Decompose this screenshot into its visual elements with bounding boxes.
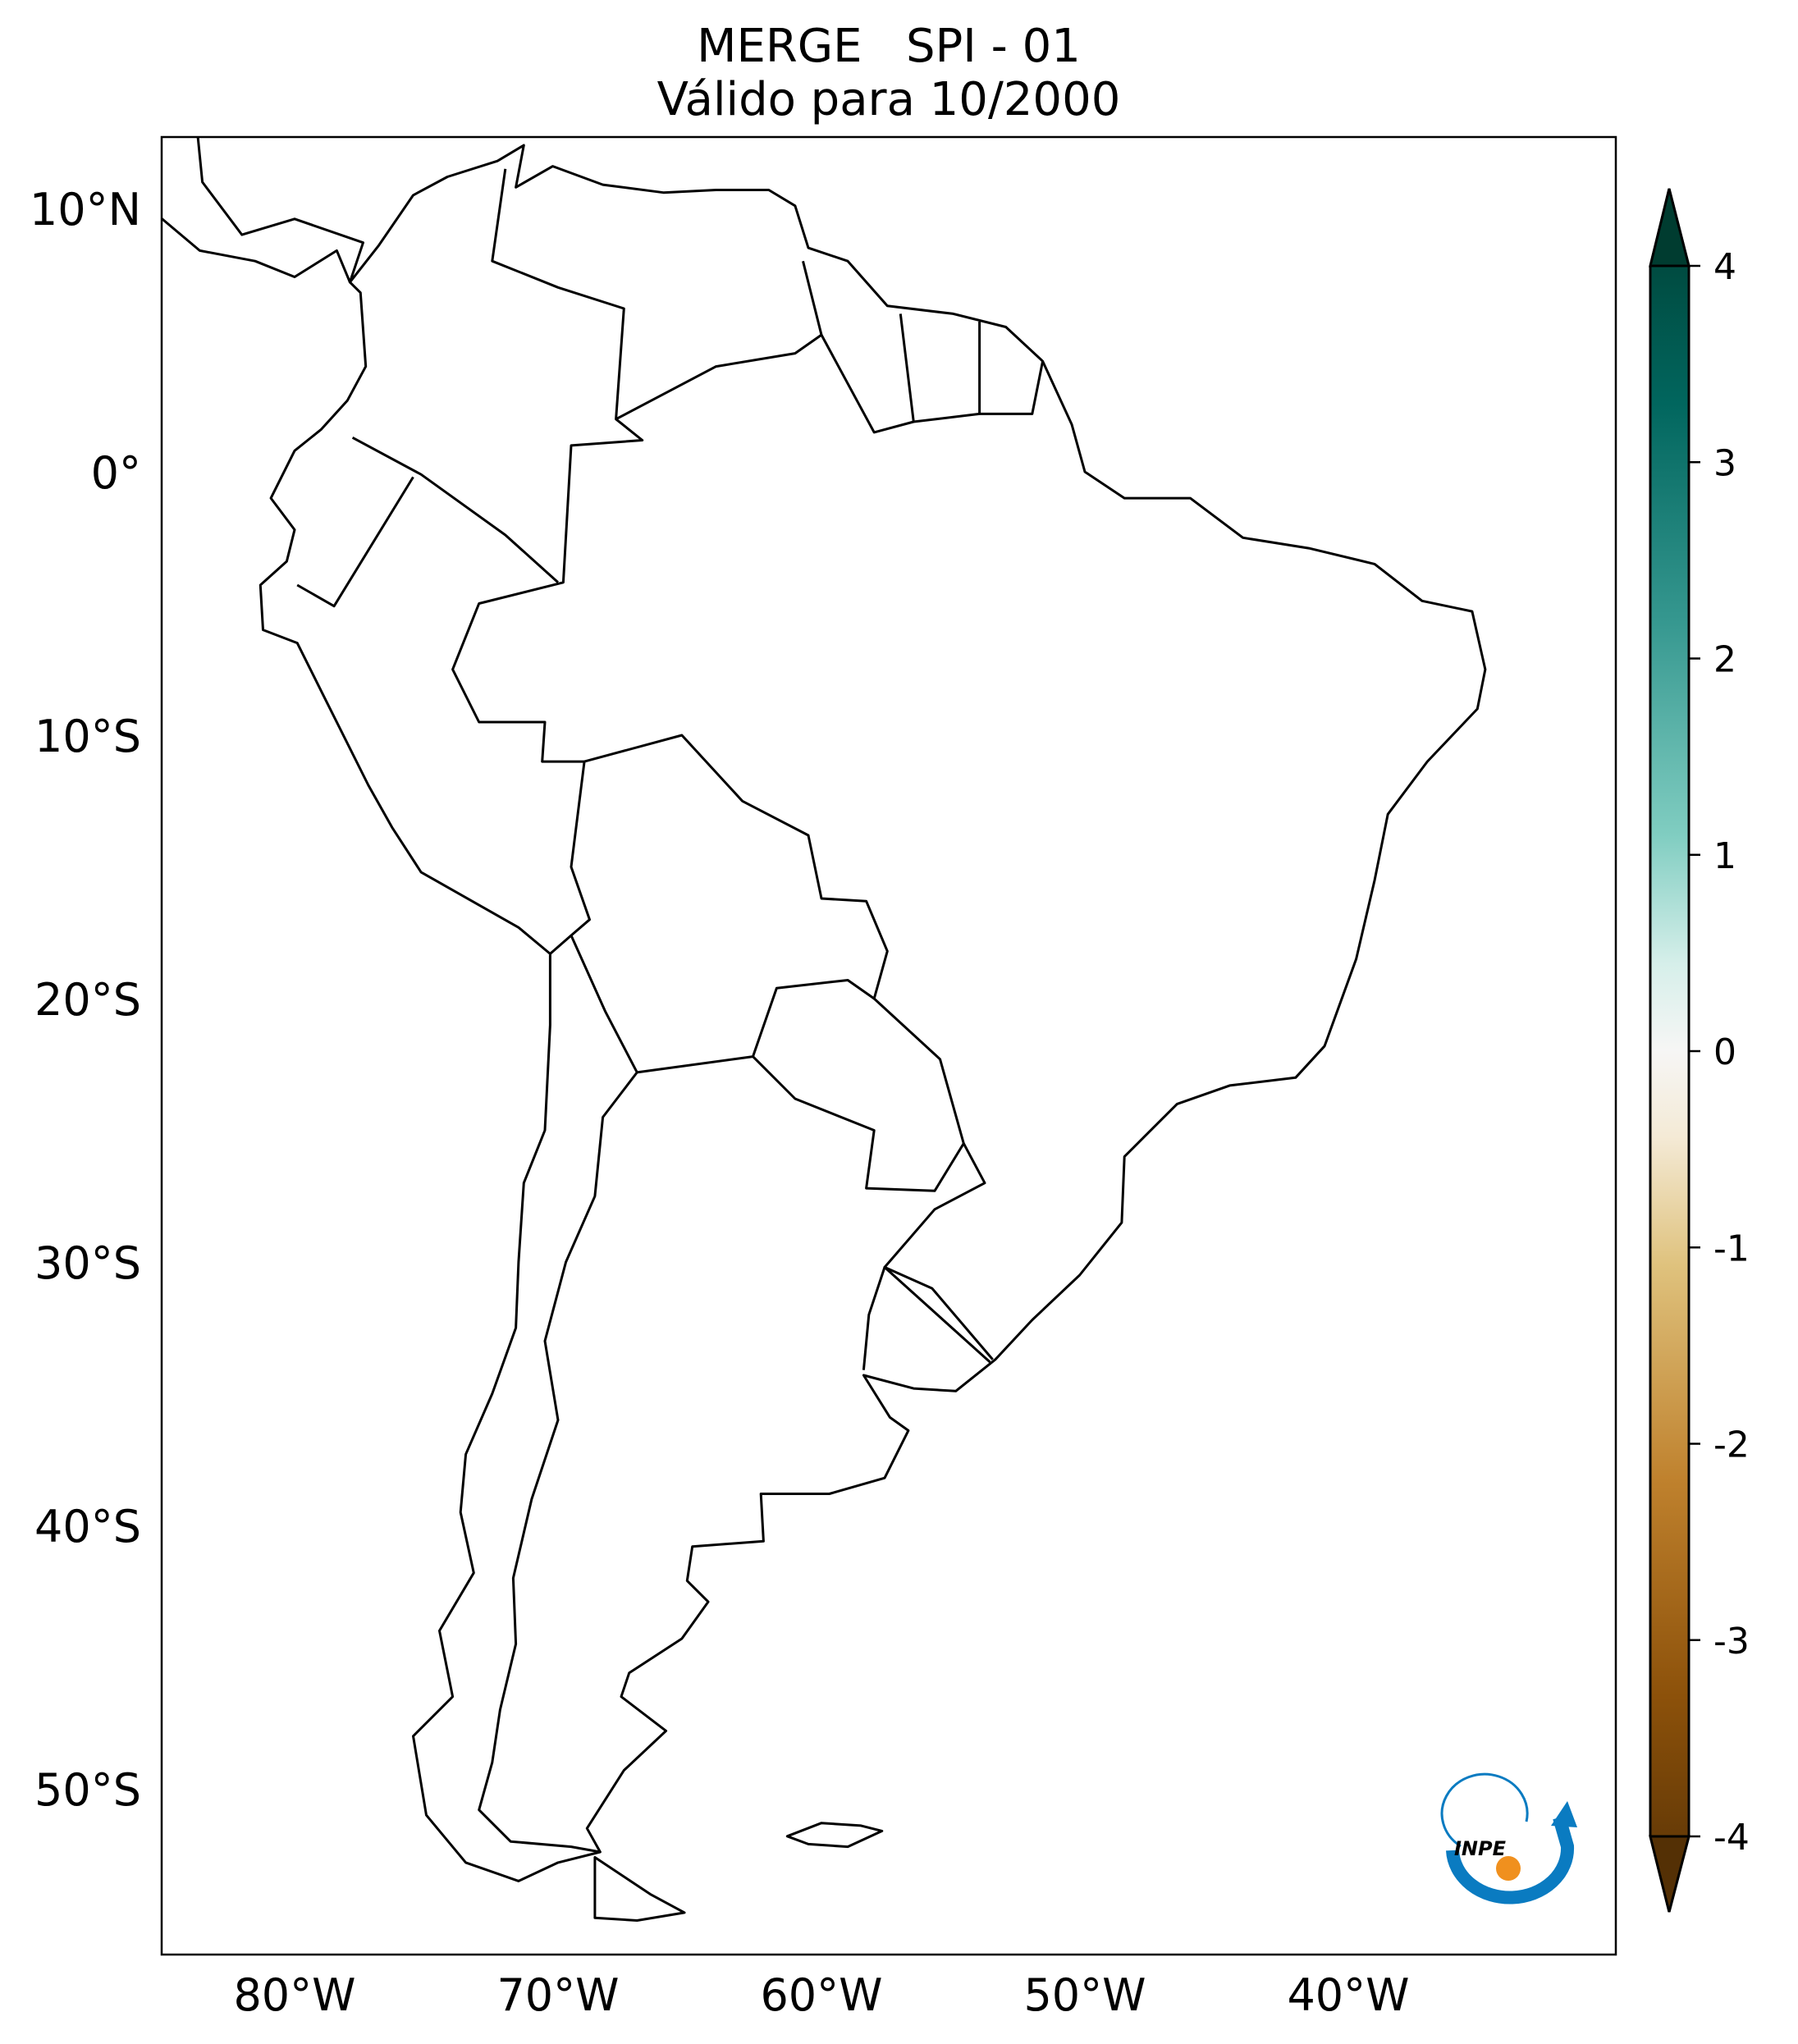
logo-orbit-arc xyxy=(1446,1815,1575,1905)
lat-tick-label: 20°S xyxy=(34,974,141,1026)
logo-arrow-icon xyxy=(1551,1801,1577,1827)
border-line xyxy=(899,313,915,423)
colorbar-tick-label: -2 xyxy=(1713,1424,1750,1466)
colorbar-extend-max xyxy=(1649,188,1690,268)
colorbar-body xyxy=(1649,188,1690,1913)
lat-tick-label: 0° xyxy=(91,447,141,499)
colorbar-tick-label: -4 xyxy=(1713,1817,1750,1859)
map-frame xyxy=(160,135,1617,1956)
logo-thin-orbit xyxy=(1440,1772,1529,1848)
coastlines-and-borders xyxy=(162,137,1487,1922)
lon-tick-label: 70°W xyxy=(496,1969,619,2021)
border-line xyxy=(549,761,591,955)
border-line xyxy=(615,260,823,421)
colorbar-tick-label: 1 xyxy=(1713,835,1736,877)
lat-tick-label: 10°N xyxy=(30,184,141,235)
border-line xyxy=(478,1071,638,1854)
border-line xyxy=(451,168,994,1360)
latitude-axis: 10°N 0° 10°S 20°S 30°S 40°S 50°S xyxy=(30,184,141,1816)
lat-tick-label: 10°S xyxy=(34,711,141,762)
colorbar-extend-min xyxy=(1649,1835,1690,1913)
border-line xyxy=(752,1055,965,1192)
title-line-2: Válido para 10/2000 xyxy=(657,73,1121,126)
lat-tick-label: 40°S xyxy=(34,1501,141,1552)
lat-tick-label: 30°S xyxy=(34,1237,141,1289)
lon-tick-label: 60°W xyxy=(760,1969,882,2021)
coastline xyxy=(162,137,364,284)
colorbar-tick-label: 3 xyxy=(1713,442,1736,484)
coastline xyxy=(593,1856,686,1922)
border-line xyxy=(296,476,414,608)
title-line-1: MERGE SPI - 01 xyxy=(697,20,1081,73)
border-line xyxy=(862,1265,991,1370)
border-line xyxy=(351,436,560,583)
logo-text: INPE xyxy=(1454,1837,1507,1860)
border-line xyxy=(820,334,1045,434)
lon-tick-label: 40°W xyxy=(1287,1969,1409,2021)
colorbar-tick-label: 0 xyxy=(1713,1031,1736,1073)
coastline xyxy=(785,1822,884,1849)
inpe-logo: INPE xyxy=(1440,1772,1577,1905)
colorbar-tick-label: 2 xyxy=(1713,639,1736,681)
colorbar-tick-label: 4 xyxy=(1713,246,1736,288)
lat-tick-label: 50°S xyxy=(34,1764,141,1816)
colorbar-tick-label: -3 xyxy=(1713,1621,1750,1662)
coastline xyxy=(258,144,1487,1882)
logo-sun-dot xyxy=(1496,1856,1521,1881)
colorbar: 4 3 2 1 0 -1 -2 -3 -4 xyxy=(1649,188,1750,1913)
map-area xyxy=(162,137,1616,1955)
lon-tick-label: 80°W xyxy=(233,1969,355,2021)
longitude-axis: 80°W 70°W 60°W 50°W 40°W xyxy=(233,1969,1409,2021)
colorbar-tick-label: -1 xyxy=(1713,1228,1750,1269)
lon-tick-label: 50°W xyxy=(1023,1969,1146,2021)
